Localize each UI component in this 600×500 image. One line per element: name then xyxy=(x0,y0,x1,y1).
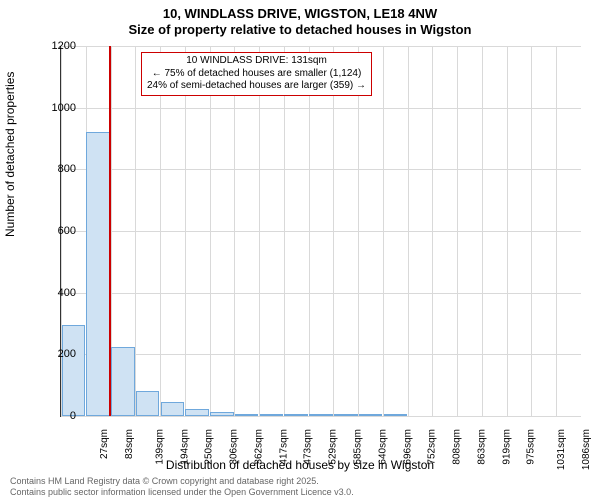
histogram-bar xyxy=(62,325,86,416)
x-tick-label: 473sqm xyxy=(303,429,314,465)
footer-line2: Contains public sector information licen… xyxy=(10,487,354,498)
histogram-bar xyxy=(136,391,160,416)
histogram-bar xyxy=(185,409,209,416)
x-tick-label: 863sqm xyxy=(476,429,487,465)
gridline-vertical xyxy=(234,46,235,416)
gridline-horizontal xyxy=(61,46,581,47)
gridline-vertical xyxy=(284,46,285,416)
y-axis-label: Number of detached properties xyxy=(3,72,17,237)
gridline-vertical xyxy=(160,46,161,416)
gridline-vertical xyxy=(432,46,433,416)
histogram-bar xyxy=(86,132,110,416)
annotation-box: 10 WINDLASS DRIVE: 131sqm ← 75% of detac… xyxy=(141,52,372,96)
property-marker-line xyxy=(109,46,111,416)
x-tick-label: 362sqm xyxy=(254,429,265,465)
histogram-bar xyxy=(309,414,333,416)
histogram-bar xyxy=(161,402,185,416)
x-tick-label: 1031sqm xyxy=(556,429,567,470)
histogram-bar xyxy=(235,414,259,416)
annotation-line1: 10 WINDLASS DRIVE: 131sqm xyxy=(147,55,366,68)
gridline-vertical xyxy=(457,46,458,416)
gridline-vertical xyxy=(358,46,359,416)
gridline-vertical xyxy=(408,46,409,416)
histogram-bar xyxy=(334,414,358,416)
histogram-bar xyxy=(359,414,383,416)
annotation-line2: ← 75% of detached houses are smaller (1,… xyxy=(147,68,366,81)
x-tick-label: 919sqm xyxy=(501,429,512,465)
gridline-vertical xyxy=(507,46,508,416)
histogram-bar xyxy=(384,414,408,416)
gridline-vertical xyxy=(185,46,186,416)
gridline-horizontal xyxy=(61,293,581,294)
gridline-horizontal xyxy=(61,416,581,417)
gridline-vertical xyxy=(556,46,557,416)
chart-title-main: 10, WINDLASS DRIVE, WIGSTON, LE18 4NW xyxy=(0,6,600,21)
histogram-bar xyxy=(260,414,284,416)
histogram-bar xyxy=(111,347,135,416)
x-tick-label: 752sqm xyxy=(427,429,438,465)
gridline-horizontal xyxy=(61,231,581,232)
gridline-vertical xyxy=(259,46,260,416)
y-tick-label: 1000 xyxy=(36,102,76,114)
x-tick-label: 696sqm xyxy=(402,429,413,465)
gridline-horizontal xyxy=(61,108,581,109)
footer-line1: Contains HM Land Registry data © Crown c… xyxy=(10,476,354,487)
gridline-vertical xyxy=(383,46,384,416)
x-tick-label: 585sqm xyxy=(353,429,364,465)
y-tick-label: 600 xyxy=(36,225,76,237)
histogram-bar xyxy=(284,414,308,416)
y-tick-label: 1200 xyxy=(36,40,76,52)
gridline-vertical xyxy=(333,46,334,416)
gridline-horizontal xyxy=(61,169,581,170)
x-tick-label: 529sqm xyxy=(328,429,339,465)
gridline-vertical xyxy=(531,46,532,416)
footer-attribution: Contains HM Land Registry data © Crown c… xyxy=(10,476,354,498)
plot-area: 10 WINDLASS DRIVE: 131sqm ← 75% of detac… xyxy=(60,46,581,417)
y-tick-label: 400 xyxy=(36,287,76,299)
y-tick-label: 0 xyxy=(36,410,76,422)
gridline-horizontal xyxy=(61,354,581,355)
y-tick-label: 800 xyxy=(36,163,76,175)
histogram-bar xyxy=(210,412,234,416)
y-tick-label: 200 xyxy=(36,348,76,360)
annotation-line3: 24% of semi-detached houses are larger (… xyxy=(147,80,366,93)
gridline-vertical xyxy=(482,46,483,416)
x-tick-label: 27sqm xyxy=(99,429,110,459)
x-tick-label: 417sqm xyxy=(278,429,289,465)
x-tick-label: 1086sqm xyxy=(581,429,592,470)
x-tick-label: 194sqm xyxy=(179,429,190,465)
x-tick-label: 975sqm xyxy=(526,429,537,465)
x-tick-label: 139sqm xyxy=(154,429,165,465)
x-tick-label: 808sqm xyxy=(452,429,463,465)
x-tick-label: 306sqm xyxy=(229,429,240,465)
chart-container: 10, WINDLASS DRIVE, WIGSTON, LE18 4NW Si… xyxy=(0,0,600,500)
x-tick-label: 640sqm xyxy=(377,429,388,465)
gridline-vertical xyxy=(210,46,211,416)
gridline-vertical xyxy=(309,46,310,416)
x-tick-label: 250sqm xyxy=(204,429,215,465)
x-tick-label: 83sqm xyxy=(124,429,135,459)
chart-title-sub: Size of property relative to detached ho… xyxy=(0,22,600,37)
gridline-vertical xyxy=(135,46,136,416)
